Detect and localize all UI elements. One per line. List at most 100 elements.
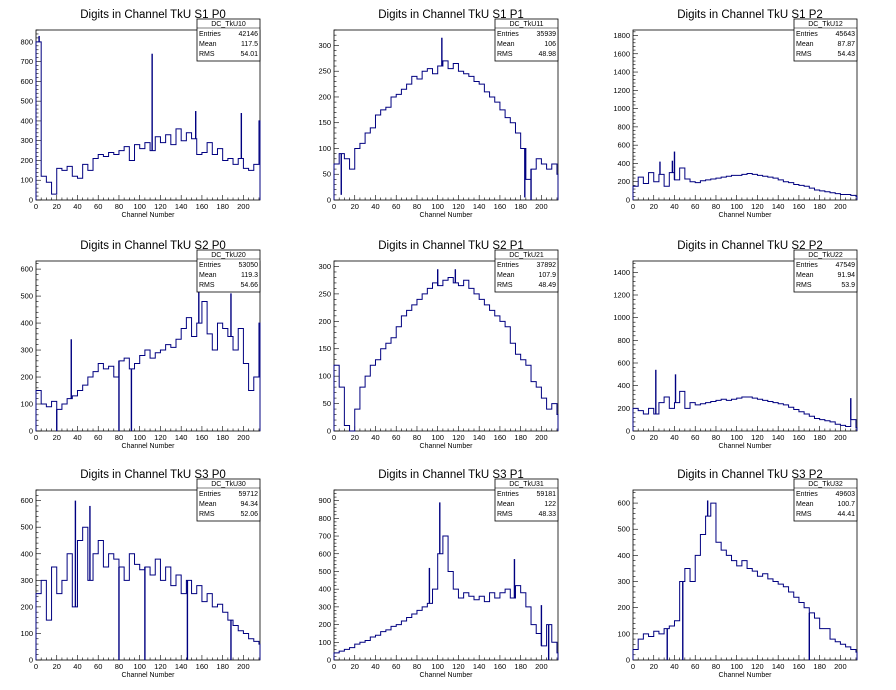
y-tick-label: 250 [318, 289, 331, 298]
stats-label: Entries [497, 31, 519, 38]
stats-value: 45643 [836, 31, 856, 38]
x-tick-label: 140 [473, 202, 486, 211]
x-tick-label: 140 [772, 433, 785, 442]
histogram-series [333, 60, 559, 200]
x-tick-label: 180 [216, 433, 229, 442]
x-tick-label: 120 [751, 662, 764, 671]
y-tick-label: 1000 [613, 104, 630, 113]
y-tick-label: 0 [626, 196, 630, 205]
stats-label: Mean [497, 501, 515, 508]
y-tick-label: 150 [318, 344, 331, 353]
x-tick-label: 100 [431, 433, 444, 442]
x-tick-label: 100 [431, 662, 444, 671]
y-tick-label: 100 [318, 638, 331, 647]
plot-frame [632, 260, 858, 432]
stats-label: Entries [796, 262, 818, 269]
stats-label: Entries [199, 31, 221, 38]
x-tick-label: 120 [154, 433, 167, 442]
x-tick-label: 20 [351, 202, 359, 211]
x-tick-label: 180 [514, 433, 527, 442]
y-tick-label: 300 [318, 602, 331, 611]
stats-name: DC_TkU20 [211, 252, 246, 259]
y-tick-label: 0 [626, 427, 630, 436]
y-tick-label: 300 [20, 136, 33, 145]
x-tick-label: 40 [670, 662, 678, 671]
x-tick-label: 80 [712, 433, 720, 442]
y-tick-label: 100 [20, 629, 33, 638]
stats-value: 47549 [836, 262, 856, 269]
stats-value: 117.5 [241, 41, 258, 48]
y-tick-label: 100 [318, 144, 331, 153]
x-tick-label: 20 [650, 662, 658, 671]
stats-label: RMS [796, 511, 812, 518]
y-tick-label: 500 [20, 97, 33, 106]
x-tick-label: 80 [712, 662, 720, 671]
stats-label: Mean [796, 501, 814, 508]
y-tick-label: 1400 [613, 68, 630, 77]
y-tick-label: 500 [20, 523, 33, 532]
x-tick-label: 80 [413, 662, 421, 671]
histogram-panel: Digits in Channel TkU S1 P10501001502002… [318, 9, 559, 219]
chart-title: Digits in Channel TkU S1 P2 [677, 9, 823, 21]
y-tick-label: 600 [617, 141, 630, 150]
y-tick-label: 600 [318, 549, 331, 558]
stats-label: Mean [796, 272, 814, 279]
x-tick-label: 80 [115, 202, 123, 211]
stats-label: RMS [497, 282, 513, 289]
chart-title: Digits in Channel TkU S1 P1 [378, 9, 524, 21]
stats-label: Entries [796, 491, 818, 498]
y-tick-label: 800 [20, 37, 33, 46]
stats-value: 59712 [239, 491, 259, 498]
histogram-panel: Digits in Channel TkU S2 P00100200300400… [20, 240, 261, 450]
histogram-series [632, 390, 858, 431]
x-tick-label: 60 [392, 202, 400, 211]
y-tick-label: 500 [617, 525, 630, 534]
x-tick-label: 200 [834, 662, 847, 671]
y-tick-label: 200 [20, 156, 33, 165]
x-tick-label: 200 [834, 202, 847, 211]
x-tick-label: 140 [175, 433, 188, 442]
stats-value: 54.66 [240, 282, 258, 289]
chart-title: Digits in Channel TkU S2 P1 [378, 240, 524, 252]
y-tick-label: 800 [318, 514, 331, 523]
x-tick-label: 60 [691, 662, 699, 671]
x-tick-label: 100 [431, 202, 444, 211]
x-tick-label: 160 [793, 433, 806, 442]
x-tick-label: 200 [237, 433, 250, 442]
x-tick-label: 0 [631, 662, 635, 671]
stats-name: DC_TkU31 [509, 481, 544, 488]
chart-title: Digits in Channel TkU S3 P2 [677, 469, 823, 481]
x-tick-label: 120 [154, 202, 167, 211]
chart-title: Digits in Channel TkU S1 P0 [80, 9, 226, 21]
stats-label: Entries [199, 262, 221, 269]
x-axis-label: Channel Number [420, 672, 474, 679]
y-tick-label: 500 [318, 567, 331, 576]
y-tick-label: 0 [29, 656, 33, 665]
y-tick-label: 50 [323, 170, 331, 179]
x-axis-label: Channel Number [719, 672, 773, 679]
y-tick-label: 600 [20, 496, 33, 505]
stats-box [793, 18, 858, 62]
x-tick-label: 120 [452, 433, 465, 442]
stats-box [494, 18, 559, 62]
x-axis-label: Channel Number [719, 443, 773, 450]
stats-value: 107.9 [538, 272, 556, 279]
stats-label: RMS [199, 511, 215, 518]
stats-value: 122 [544, 501, 556, 508]
stats-value: 94.34 [240, 501, 258, 508]
stats-label: Mean [199, 501, 217, 508]
stats-label: RMS [497, 511, 513, 518]
x-tick-label: 100 [730, 202, 743, 211]
x-tick-label: 100 [730, 433, 743, 442]
x-tick-label: 20 [53, 202, 61, 211]
x-tick-label: 100 [133, 202, 146, 211]
y-tick-label: 1200 [613, 86, 630, 95]
y-tick-label: 100 [318, 372, 331, 381]
stats-value: 37892 [537, 262, 557, 269]
y-tick-label: 0 [29, 427, 33, 436]
y-tick-label: 100 [617, 629, 630, 638]
stats-name: DC_TkU22 [808, 252, 843, 259]
y-tick-label: 400 [617, 159, 630, 168]
x-tick-label: 160 [196, 202, 209, 211]
plot-frame [632, 29, 858, 201]
